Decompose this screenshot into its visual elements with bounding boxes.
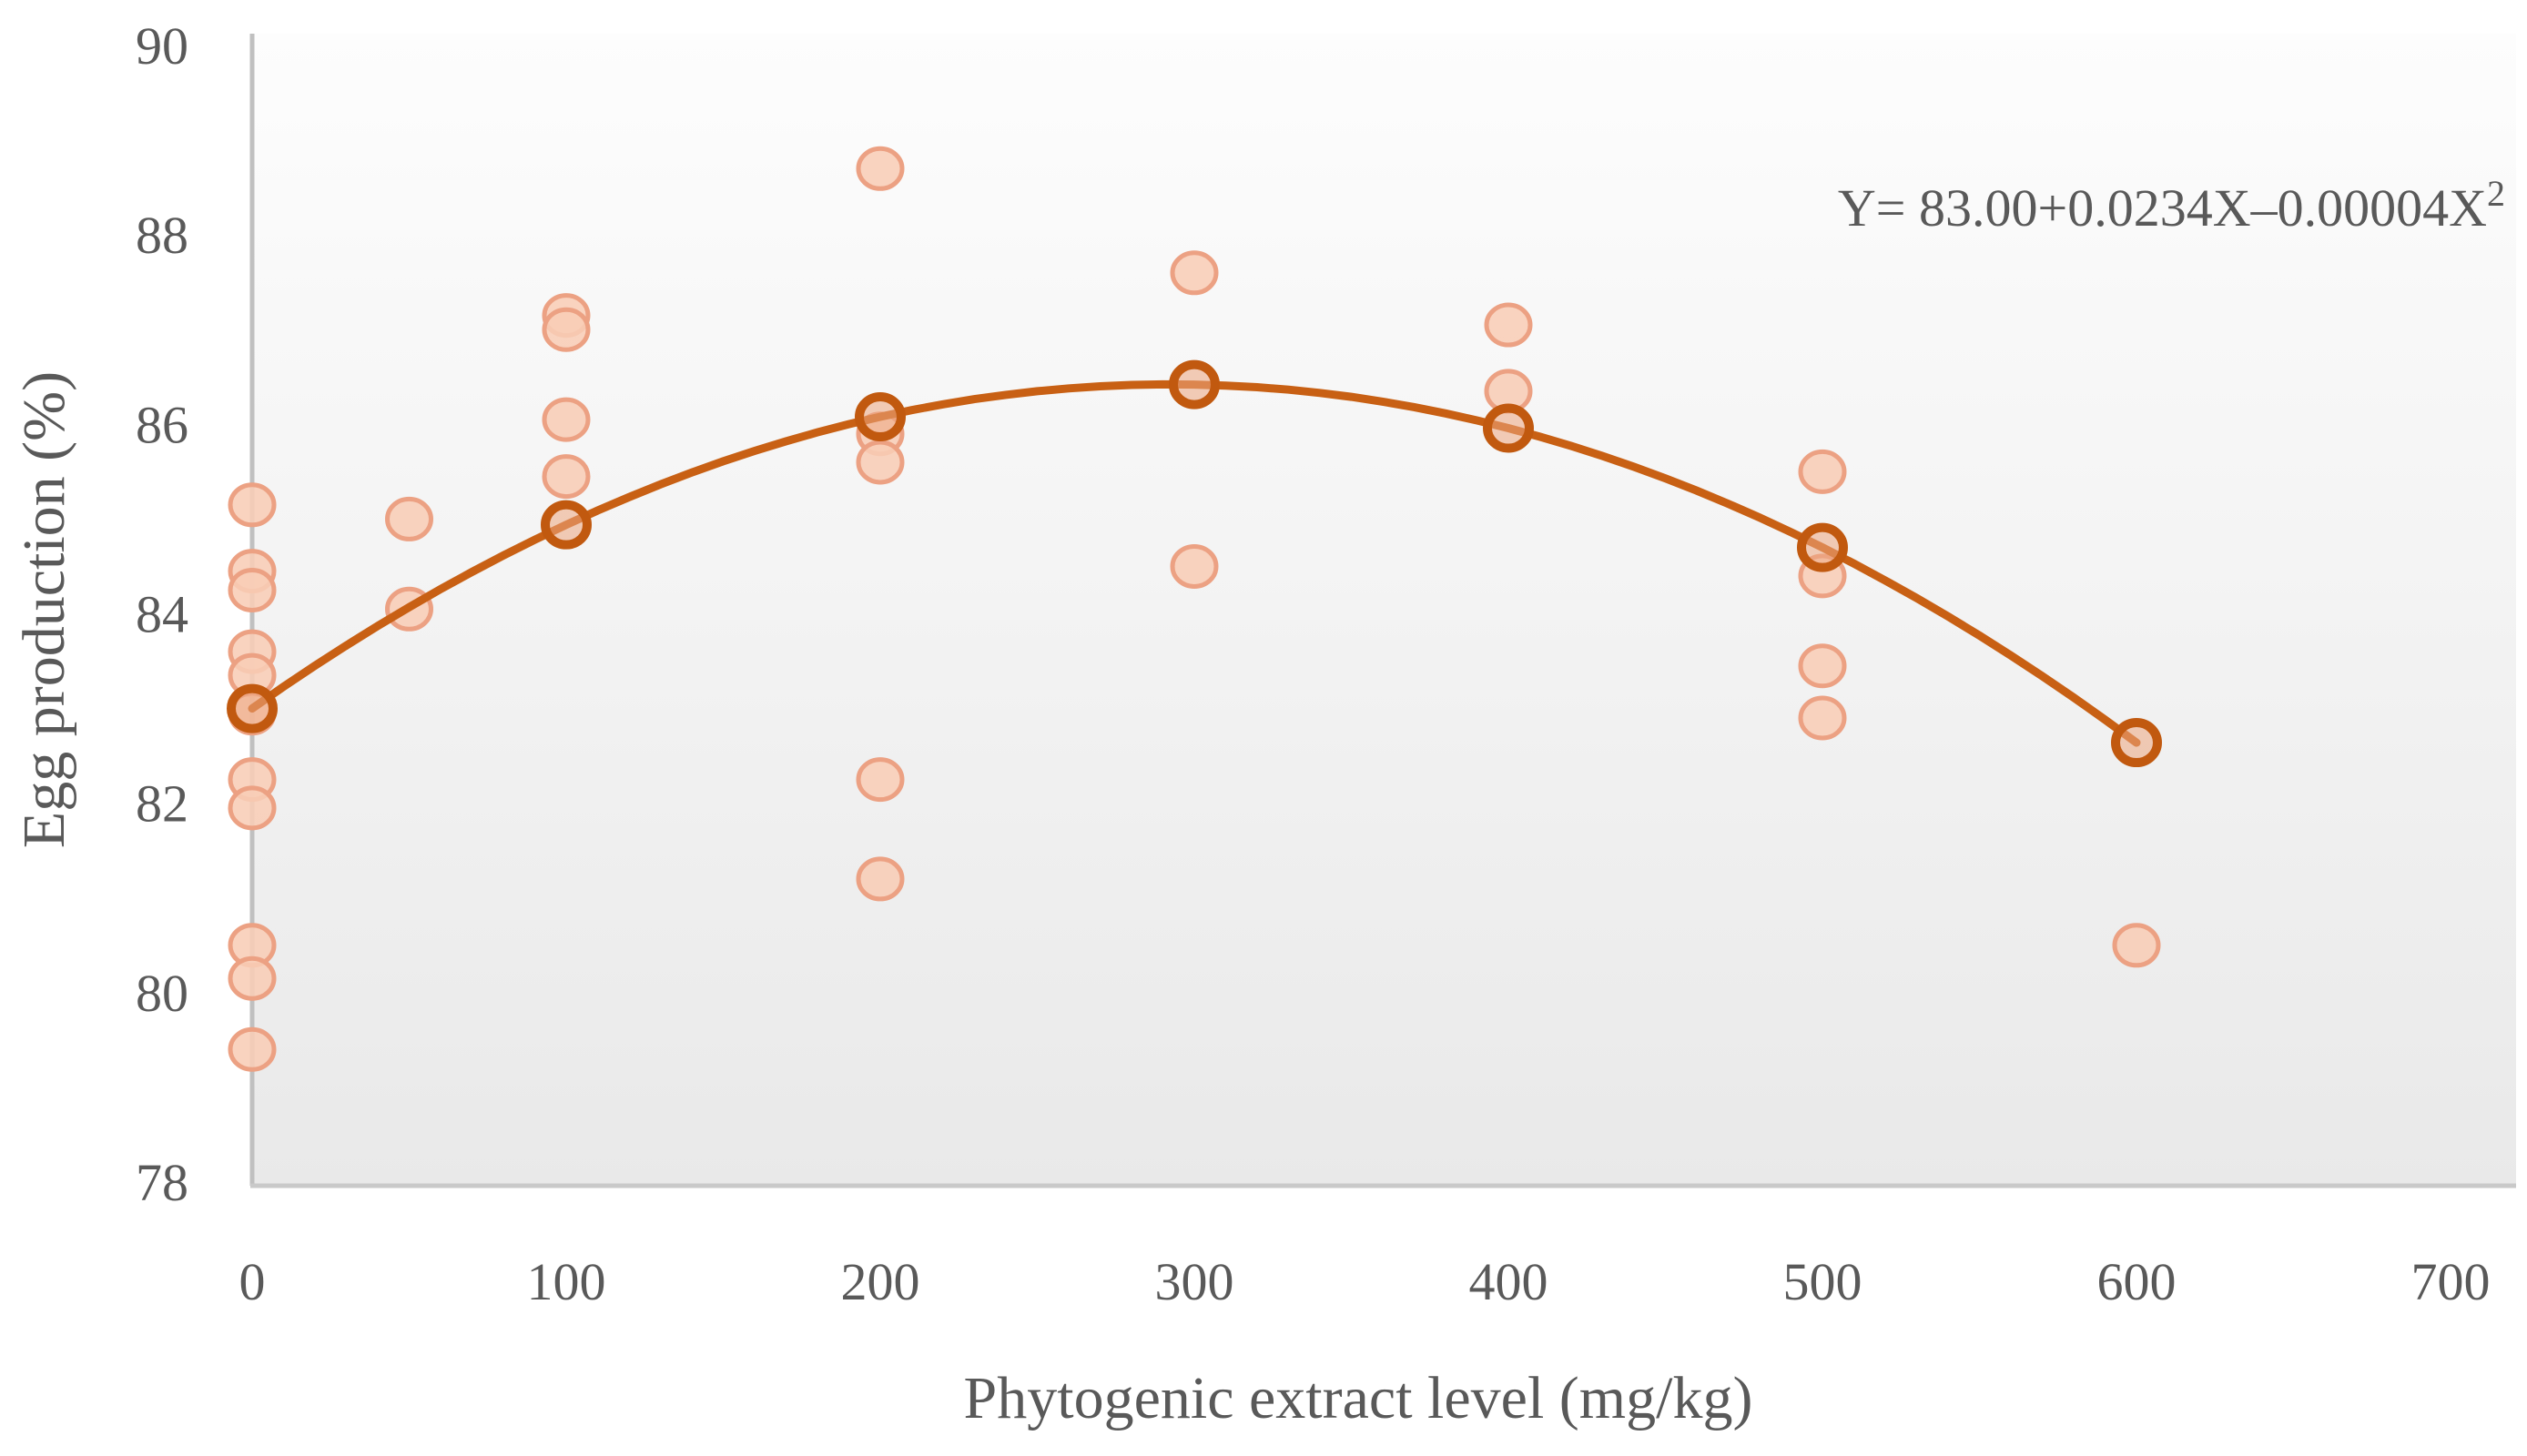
replicate-point — [1798, 695, 1847, 741]
replicate-point — [2112, 923, 2161, 968]
fitted-mean-point — [227, 683, 278, 733]
y-tick-label-78: 78 — [136, 1153, 188, 1212]
fitted-mean-point — [855, 392, 906, 442]
x-tick-label-400: 400 — [1469, 1252, 1548, 1311]
regression-equation: Y= 83.00+0.0234X–0.00004X2 — [1838, 173, 2505, 238]
replicate-point — [542, 307, 591, 352]
replicate-point — [228, 1026, 277, 1072]
equation-exponent: 2 — [2487, 173, 2505, 214]
replicate-point — [1170, 250, 1219, 296]
x-tick-label-300: 300 — [1155, 1252, 1234, 1311]
fitted-mean-point — [1797, 522, 1848, 572]
data-points-layer: 90 88 86 84 82 80 78 0 100 200 300 400 500 600 700 — [136, 16, 2491, 1311]
y-tick-label-90: 90 — [136, 16, 188, 76]
replicate-point — [228, 567, 277, 612]
replicate-point — [542, 454, 591, 500]
replicate-point — [856, 146, 905, 191]
fitted-mean-point — [1483, 403, 1534, 453]
x-tick-label-500: 500 — [1783, 1252, 1862, 1311]
replicate-point — [228, 956, 277, 1001]
y-tick-label-88: 88 — [136, 206, 188, 265]
replicate-point — [856, 757, 905, 803]
equation-body: Y= 83.00+0.0234X–0.00004X — [1838, 178, 2487, 238]
replicate-point — [228, 785, 277, 831]
x-tick-label-700: 700 — [2411, 1252, 2491, 1311]
fitted-mean-point — [541, 500, 592, 550]
replicate-point — [1798, 643, 1847, 689]
y-tick-label-80: 80 — [136, 964, 188, 1023]
replicate-point — [856, 440, 905, 485]
replicate-point — [542, 397, 591, 442]
x-tick-label-200: 200 — [841, 1252, 920, 1311]
x-tick-label-0: 0 — [239, 1252, 266, 1311]
y-axis-title: Egg production (%) — [11, 371, 77, 848]
x-axis-title: Phytogenic extract level (mg/kg) — [964, 1365, 1753, 1431]
replicate-point — [1798, 449, 1847, 494]
replicate-point — [385, 496, 433, 541]
y-tick-label-86: 86 — [136, 395, 188, 454]
plot-area-background — [253, 34, 2516, 1186]
y-tick-label-84: 84 — [136, 585, 188, 644]
fitted-mean-point — [1169, 359, 1220, 410]
replicate-point — [228, 482, 277, 528]
replicate-point — [1484, 302, 1533, 348]
x-tick-label-100: 100 — [527, 1252, 606, 1311]
fitted-mean-point — [2111, 718, 2162, 768]
y-tick-label-82: 82 — [136, 774, 188, 834]
replicate-point — [1170, 543, 1219, 589]
x-tick-label-600: 600 — [2097, 1252, 2177, 1311]
replicate-point — [856, 856, 905, 902]
